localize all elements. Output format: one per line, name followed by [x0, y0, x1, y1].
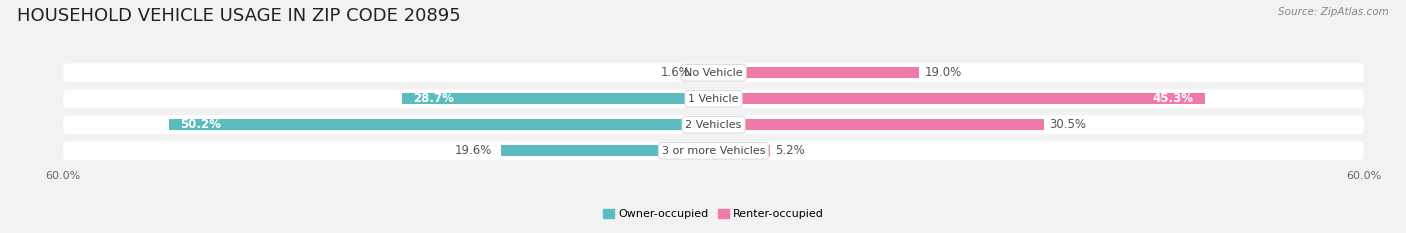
- Bar: [696, 67, 713, 78]
- Text: 50.2%: 50.2%: [180, 118, 221, 131]
- Text: 19.0%: 19.0%: [925, 66, 962, 79]
- FancyBboxPatch shape: [63, 141, 1364, 160]
- Text: 30.5%: 30.5%: [1049, 118, 1087, 131]
- FancyBboxPatch shape: [63, 63, 1364, 82]
- Text: 2 Vehicles: 2 Vehicles: [685, 120, 742, 130]
- FancyBboxPatch shape: [63, 116, 1364, 134]
- Text: 19.6%: 19.6%: [456, 144, 492, 157]
- Bar: [713, 145, 770, 156]
- Bar: [713, 93, 1205, 104]
- Text: 45.3%: 45.3%: [1153, 92, 1194, 105]
- Bar: [713, 67, 920, 78]
- Text: 3 or more Vehicles: 3 or more Vehicles: [662, 146, 765, 156]
- Bar: [402, 93, 713, 104]
- Text: No Vehicle: No Vehicle: [685, 68, 742, 78]
- Text: 1.6%: 1.6%: [661, 66, 690, 79]
- Text: HOUSEHOLD VEHICLE USAGE IN ZIP CODE 20895: HOUSEHOLD VEHICLE USAGE IN ZIP CODE 2089…: [17, 7, 461, 25]
- Bar: [501, 145, 713, 156]
- Bar: [713, 119, 1045, 130]
- Bar: [170, 119, 713, 130]
- Legend: Owner-occupied, Renter-occupied: Owner-occupied, Renter-occupied: [599, 204, 828, 224]
- FancyBboxPatch shape: [63, 89, 1364, 108]
- Text: Source: ZipAtlas.com: Source: ZipAtlas.com: [1278, 7, 1389, 17]
- Text: 28.7%: 28.7%: [413, 92, 454, 105]
- Text: 5.2%: 5.2%: [775, 144, 806, 157]
- Text: 1 Vehicle: 1 Vehicle: [689, 94, 738, 104]
